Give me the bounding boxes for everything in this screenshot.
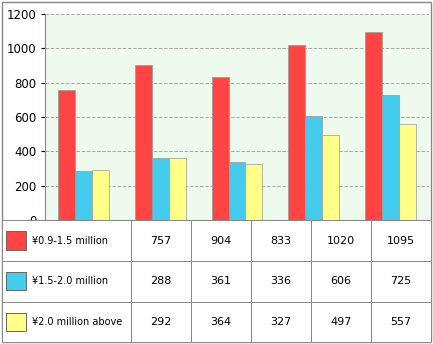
Text: 904: 904 [210,236,231,246]
Text: 336: 336 [270,276,291,286]
Bar [92,170,109,220]
Bar [2,302,131,342]
Bar [212,77,229,220]
Bar [399,125,416,220]
Bar [191,302,251,342]
Bar [6,232,26,250]
Bar [251,220,311,261]
Text: 606: 606 [330,276,351,286]
Bar [288,45,305,220]
Bar [365,32,382,220]
Text: 725: 725 [390,276,411,286]
Bar [371,302,431,342]
Bar [75,171,92,220]
Bar [191,220,251,261]
Text: 288: 288 [150,276,171,286]
Bar [305,116,322,220]
Bar [311,261,371,302]
Bar [131,220,191,261]
Bar [246,164,262,220]
Text: 292: 292 [150,317,171,327]
Bar [371,220,431,261]
Bar [152,158,169,220]
Text: 757: 757 [150,236,171,246]
Bar [2,220,131,261]
Bar [58,90,75,220]
Text: ¥2.0 million above: ¥2.0 million above [32,317,123,327]
Bar [371,261,431,302]
Bar [6,272,26,290]
Bar [6,313,26,331]
Text: 1020: 1020 [327,236,355,246]
Bar [251,261,311,302]
Bar [382,95,399,220]
Bar [251,302,311,342]
Bar [169,158,186,220]
Bar [191,261,251,302]
Text: 557: 557 [390,317,411,327]
Text: 1095: 1095 [387,236,415,246]
Bar [311,302,371,342]
Text: ¥1.5-2.0 million: ¥1.5-2.0 million [32,276,108,286]
Bar [322,135,339,220]
Bar [131,302,191,342]
Bar [131,261,191,302]
Text: 833: 833 [270,236,291,246]
Text: 497: 497 [330,317,352,327]
Text: 327: 327 [270,317,291,327]
Text: ¥0.9-1.5 million: ¥0.9-1.5 million [32,236,108,246]
Text: 364: 364 [210,317,231,327]
Bar [311,220,371,261]
Text: 361: 361 [210,276,231,286]
Bar [135,65,152,220]
Bar [2,261,131,302]
Bar [229,162,246,220]
